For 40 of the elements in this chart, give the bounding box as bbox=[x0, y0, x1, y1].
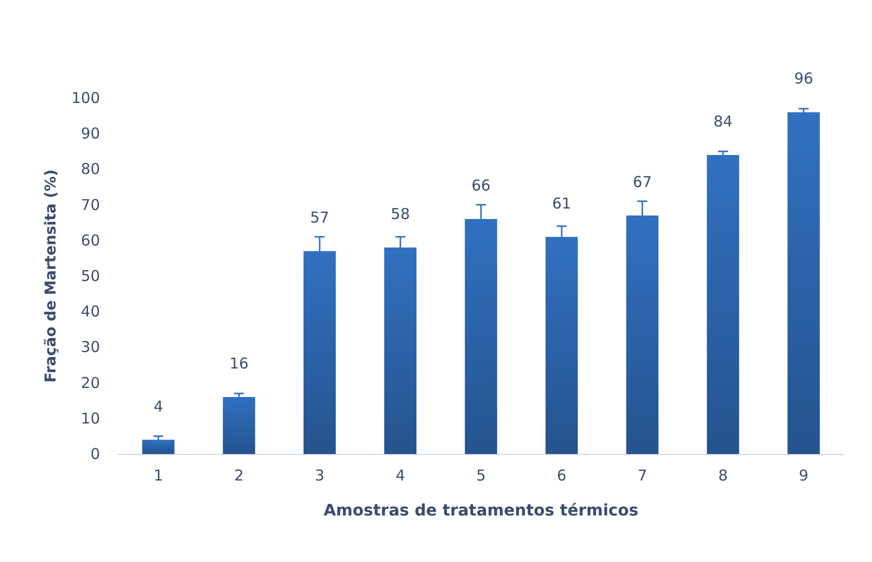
bar bbox=[706, 154, 740, 454]
x-tick-label: 5 bbox=[476, 466, 486, 484]
y-tick-label: 80 bbox=[80, 160, 100, 178]
data-label: 4 bbox=[154, 397, 164, 416]
y-tick-label: 100 bbox=[71, 89, 100, 107]
y-tick-label: 30 bbox=[80, 338, 100, 356]
y-tick-label: 70 bbox=[80, 196, 100, 214]
x-tick-label: 7 bbox=[638, 466, 648, 484]
data-label: 67 bbox=[632, 172, 652, 191]
x-tick-label: 8 bbox=[718, 466, 728, 484]
y-tick-label: 60 bbox=[80, 231, 100, 250]
y-tick-label: 20 bbox=[80, 374, 100, 392]
bar bbox=[304, 251, 336, 454]
bar bbox=[222, 397, 256, 454]
data-label: 66 bbox=[471, 176, 491, 195]
data-label: 57 bbox=[310, 208, 330, 227]
data-label: 58 bbox=[390, 205, 410, 224]
bar bbox=[626, 215, 658, 454]
bar bbox=[546, 236, 578, 454]
x-tick-label: 2 bbox=[234, 466, 244, 484]
data-label: 96 bbox=[794, 70, 814, 88]
y-tick-label: 40 bbox=[80, 302, 100, 321]
x-tick-label: 9 bbox=[798, 466, 808, 484]
y-tick-label: 10 bbox=[80, 409, 100, 428]
x-tick-label: 1 bbox=[154, 466, 164, 484]
data-label: 84 bbox=[713, 112, 733, 130]
bar bbox=[464, 219, 498, 454]
data-label: 61 bbox=[552, 194, 572, 212]
bar bbox=[142, 440, 174, 454]
bar bbox=[384, 248, 416, 454]
y-tick-label: 50 bbox=[80, 267, 100, 285]
y-axis-title: Fração de Martensita (%) bbox=[42, 169, 60, 383]
y-tick-label: 0 bbox=[90, 445, 100, 463]
x-tick-label: 6 bbox=[556, 466, 566, 484]
data-label: 16 bbox=[229, 354, 249, 373]
x-tick-label: 4 bbox=[396, 466, 406, 484]
x-tick-label: 3 bbox=[314, 466, 324, 484]
y-tick-label: 90 bbox=[80, 124, 100, 143]
x-axis-title: Amostras de tratamentos térmicos bbox=[324, 500, 638, 520]
bar bbox=[788, 112, 820, 454]
